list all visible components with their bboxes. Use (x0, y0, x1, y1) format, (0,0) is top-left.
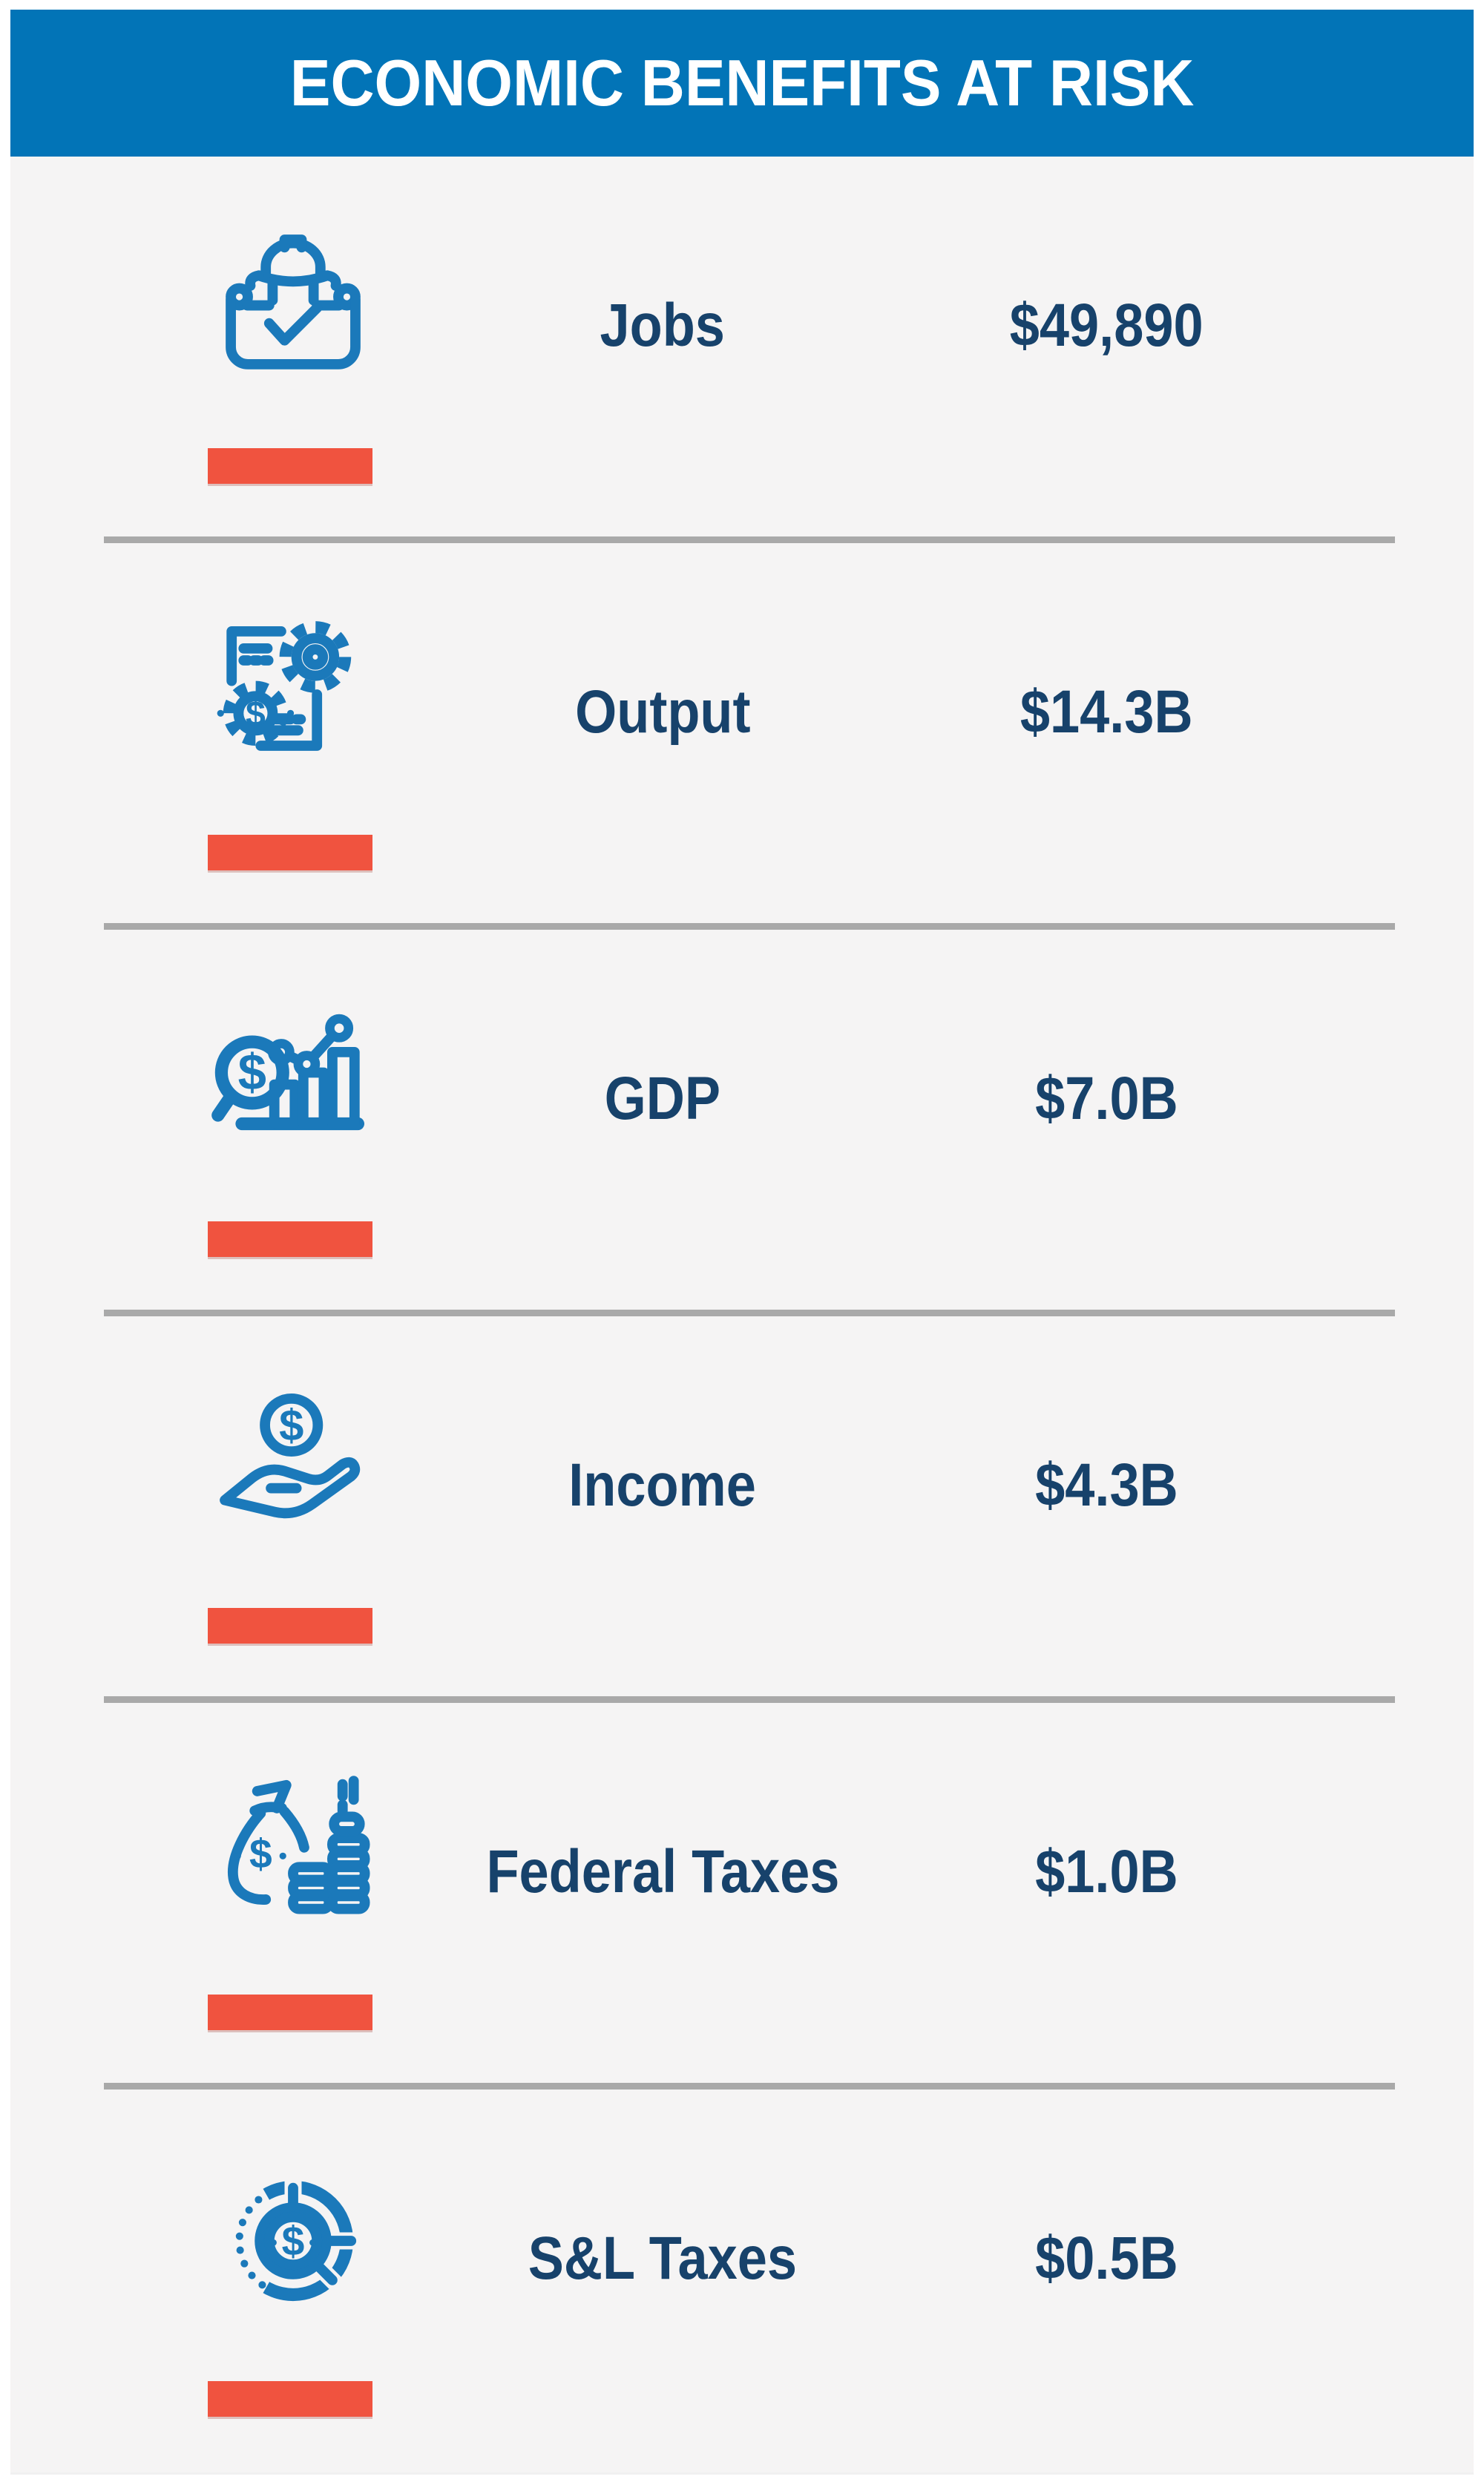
row-label: Federal Taxes (486, 1838, 839, 1905)
row-label: S&L Taxes (528, 2225, 798, 2292)
donut-chart-dollar-coin-icon: $ (208, 2142, 378, 2340)
accent-bar (208, 448, 372, 484)
header-bar: ECONOMIC BENEFITS AT RISK (10, 10, 1474, 157)
federal-taxes-icon-stack: $ (208, 1756, 378, 2030)
benefit-row-jobs: Jobs $49,890 (10, 157, 1474, 536)
accent-bar (208, 1608, 372, 1644)
benefit-row-federal-taxes: $ (10, 1703, 1474, 2083)
gdp-icon-stack: $ (208, 982, 378, 1257)
benefit-row-sl-taxes: $ S&L Taxes $0.5B (10, 2090, 1474, 2469)
svg-text:$: $ (249, 1831, 272, 1877)
benefit-row-gdp: $ GDP $7.0B (10, 930, 1474, 1310)
row-label: Output (574, 678, 751, 746)
benefit-rows: Jobs $49,890 (10, 157, 1474, 2469)
row-divider (104, 536, 1395, 543)
row-divider (104, 1696, 1395, 1703)
benefit-row-income: $ Income $4.3B (10, 1316, 1474, 1696)
jobs-icon-stack (208, 209, 378, 484)
row-divider (104, 923, 1395, 930)
accent-bar (208, 2381, 372, 2417)
document-gears-dollar-icon: $ (208, 596, 378, 793)
svg-text:$: $ (246, 695, 266, 735)
hand-holding-dollar-coin-icon: $ (208, 1369, 378, 1566)
accent-bar (208, 835, 372, 870)
accent-bar (208, 1221, 372, 1257)
page-title: ECONOMIC BENEFITS AT RISK (289, 46, 1195, 119)
svg-text:$: $ (282, 2219, 305, 2265)
svg-text:$: $ (238, 1044, 266, 1101)
row-divider (104, 2083, 1395, 2090)
row-value: $0.5B (1034, 2225, 1178, 2292)
row-value: $7.0B (1034, 1065, 1178, 1132)
benefit-row-output: $ Output $14.3B (10, 543, 1474, 923)
income-icon-stack: $ (208, 1369, 378, 1644)
magnifier-dollar-bar-chart-icon: $ (208, 982, 378, 1180)
row-value: $49,890 (1009, 292, 1204, 359)
row-label: Jobs (600, 292, 726, 359)
row-value: $14.3B (1020, 678, 1193, 746)
content-panel: ECONOMIC BENEFITS AT RISK (10, 10, 1474, 2472)
sl-taxes-icon-stack: $ (208, 2142, 378, 2417)
row-value: $4.3B (1034, 1451, 1178, 1519)
output-icon-stack: $ (208, 596, 378, 870)
row-label: GDP (604, 1065, 721, 1132)
row-label: Income (568, 1451, 757, 1519)
accent-bar (208, 1995, 372, 2030)
hard-hat-toolbox-check-icon (208, 209, 378, 407)
row-value: $1.0B (1034, 1838, 1178, 1905)
money-bag-coin-stacks-icon: $ (208, 1756, 378, 1953)
row-divider (104, 1310, 1395, 1316)
svg-text:$: $ (279, 1400, 303, 1450)
